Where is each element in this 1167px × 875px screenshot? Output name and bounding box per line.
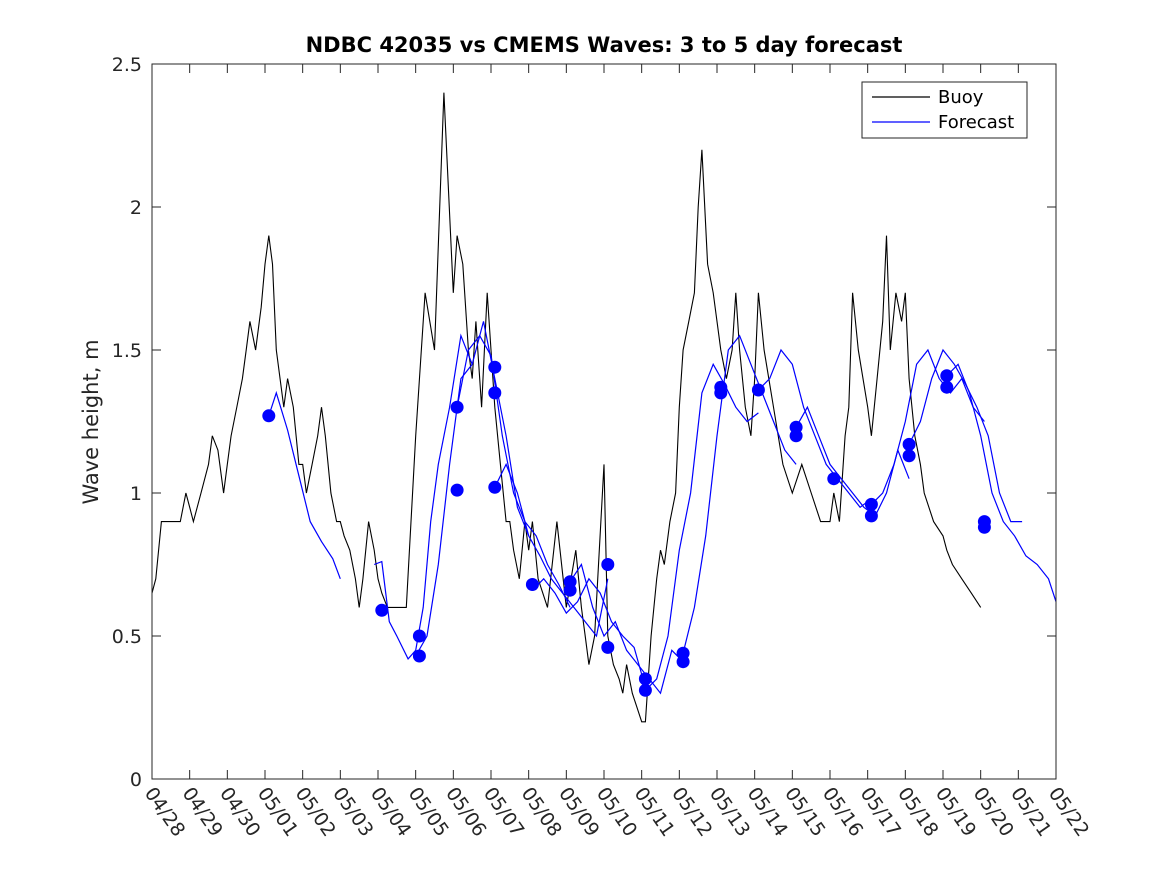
forecast-point: [902, 449, 916, 463]
forecast-point: [525, 578, 539, 591]
forecast-series-line-3: [456, 334, 571, 608]
forecast-point: [412, 629, 426, 643]
forecast-series-line-2: [415, 321, 530, 657]
forecast-point: [940, 369, 954, 383]
forecast-point: [601, 558, 615, 571]
forecast-point: [676, 655, 690, 669]
forecast-point: [714, 386, 728, 400]
forecast-series-line-10: [795, 405, 910, 517]
y-tick-label: 2: [130, 197, 142, 219]
forecast-series-line-13: [946, 363, 1056, 602]
forecast-point: [450, 483, 464, 497]
forecast-series-line-7: [644, 362, 759, 691]
y-tick-label: 1: [130, 483, 142, 505]
forecast-point: [902, 437, 916, 451]
forecast-point: [827, 472, 841, 486]
forecast-point: [488, 360, 502, 374]
forecast-point: [262, 409, 276, 423]
forecast-point: [450, 400, 464, 414]
buoy-series-line: [152, 92, 982, 723]
y-tick-label: 0: [130, 769, 142, 791]
forecast-series-line-9: [757, 348, 872, 509]
legend-box: [861, 81, 1028, 139]
y-tick-label: 2.5: [112, 54, 142, 76]
chart-title: NDBC 42035 vs CMEMS Waves: 3 to 5 day fo…: [306, 33, 903, 57]
forecast-point: [638, 683, 652, 697]
forecast-series-line-4: [494, 462, 609, 638]
forecast-point: [488, 386, 502, 400]
forecast-point: [375, 603, 389, 617]
forecast-point: [789, 429, 803, 443]
forecast-point: [563, 575, 577, 589]
y-tick-label: 1.5: [112, 340, 142, 362]
forecast-point: [864, 509, 878, 523]
forecast-point: [488, 480, 502, 494]
forecast-series-line-0: [268, 390, 341, 580]
forecast-point: [864, 497, 878, 511]
plot-area: [152, 92, 1056, 723]
forecast-point: [638, 672, 652, 686]
y-tick-label: 0.5: [112, 626, 142, 648]
legend: Buoy Forecast: [861, 81, 1028, 139]
forecast-series-line-5: [531, 577, 646, 688]
forecast-point: [977, 520, 991, 534]
forecast-point: [412, 649, 426, 663]
forecast-point: [940, 380, 954, 394]
legend-buoy-label: Buoy: [938, 87, 984, 108]
legend-forecast-label: Forecast: [938, 112, 1014, 133]
forecast-series-line-8: [682, 334, 797, 654]
forecast-series-line-11: [870, 348, 985, 505]
forecast-point: [601, 640, 615, 654]
y-axis-label: Wave height, m: [79, 339, 103, 504]
forecast-point: [751, 383, 765, 397]
forecast-series-line-6: [569, 563, 684, 695]
